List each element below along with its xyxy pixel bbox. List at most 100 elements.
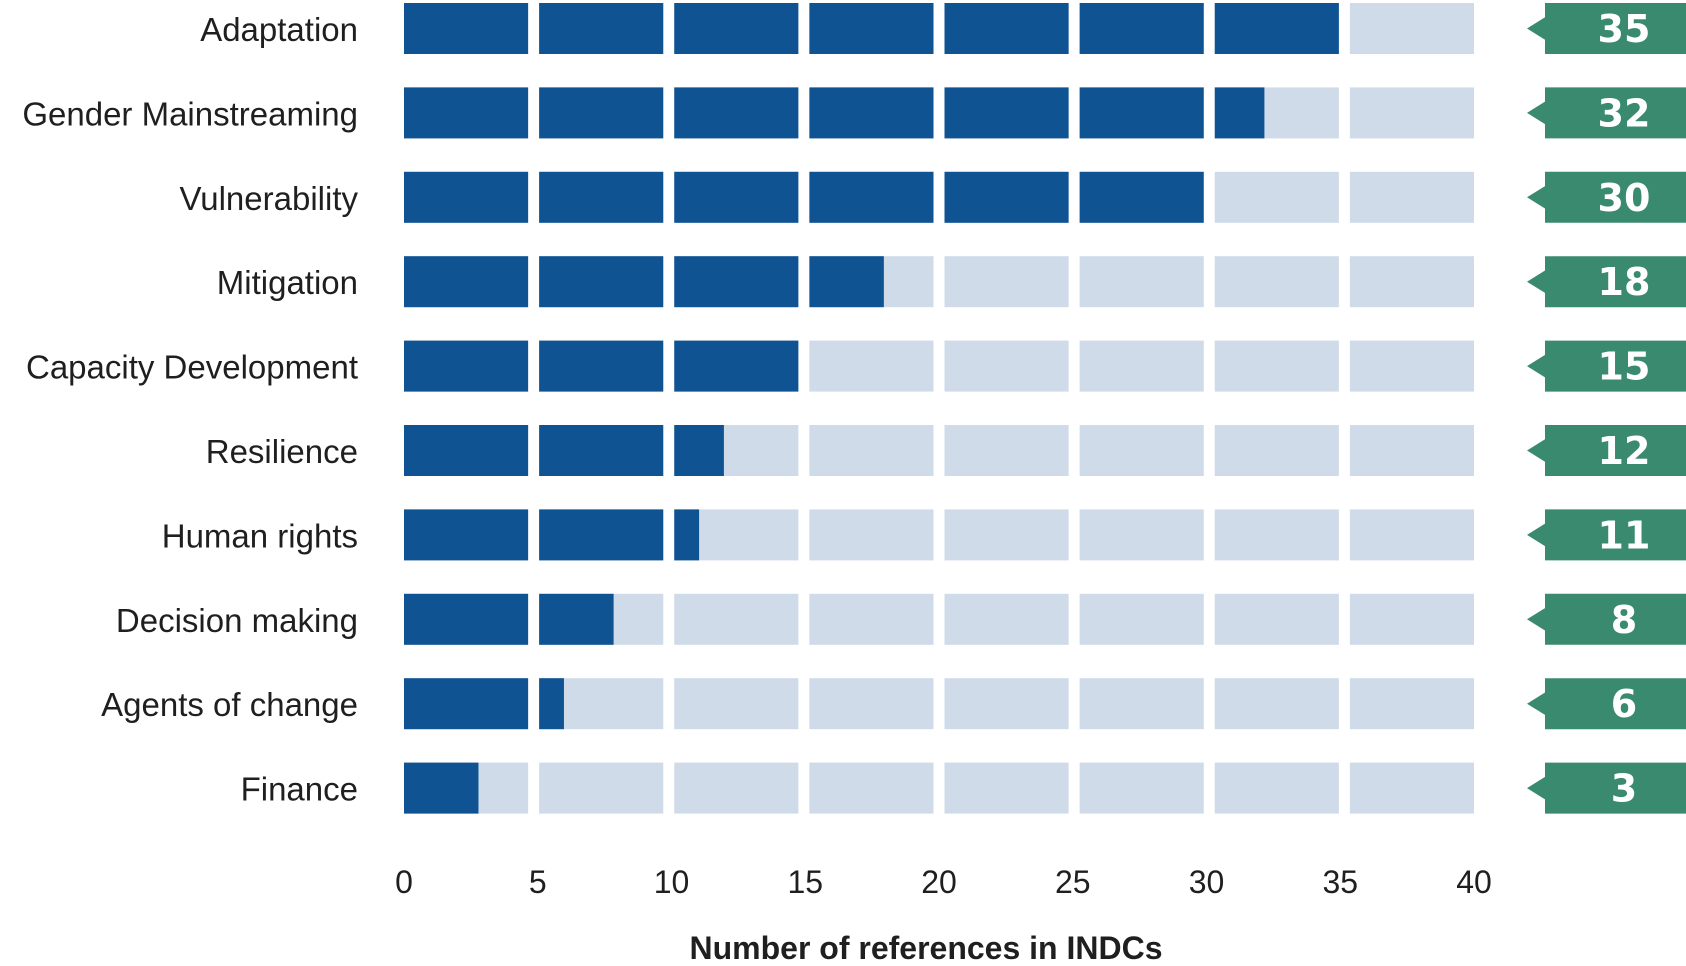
bar [404, 171, 1204, 223]
badge-shape [1527, 340, 1686, 392]
bar-segment [674, 256, 799, 308]
x-tick-label: 5 [529, 864, 547, 900]
bar-segment [404, 593, 529, 645]
x-tick-label: 25 [1055, 864, 1091, 900]
track-segment [1079, 509, 1204, 561]
value-label: 15 [1598, 345, 1651, 389]
bar-segment [944, 3, 1069, 54]
bar-segment [1079, 3, 1204, 54]
value-badge: 32 [1527, 87, 1686, 139]
track-segment [1214, 340, 1339, 392]
track-segment [1349, 678, 1474, 730]
track-segment [1349, 509, 1474, 561]
badge-shape [1527, 762, 1686, 814]
bar-segment [539, 425, 664, 476]
value-badge: 8 [1527, 593, 1686, 645]
badge-shape [1527, 256, 1686, 308]
bar-segment [404, 678, 529, 730]
bar-segment [674, 87, 799, 139]
category-label: Finance [241, 771, 358, 808]
bar [404, 593, 614, 645]
track-segment [1349, 762, 1474, 814]
track-segment [674, 678, 799, 730]
value-badge: 11 [1527, 509, 1686, 561]
bar [404, 256, 884, 308]
track-segment [1079, 425, 1204, 476]
bar-segment [539, 678, 564, 730]
bar-segment [539, 593, 614, 645]
value-label: 11 [1598, 513, 1651, 557]
track-segment [1349, 87, 1474, 139]
badge-shape [1527, 509, 1686, 561]
track-segment [1214, 593, 1339, 645]
bar-segment [1214, 3, 1339, 54]
category-label: Gender Mainstreaming [22, 95, 358, 132]
bar-segment [674, 171, 799, 223]
category-labels: Adaptation Gender Mainstreaming Vulnerabil… [22, 11, 358, 808]
track-segment [944, 425, 1069, 476]
track-segment [809, 762, 934, 814]
track-segment [1079, 340, 1204, 392]
bar [404, 3, 1339, 54]
track-segment [809, 340, 934, 392]
bar-segment [404, 87, 529, 139]
bar-segment [1214, 87, 1265, 139]
value-label: 3 [1611, 767, 1637, 811]
bar-segment [809, 171, 934, 223]
bar-segment [674, 3, 799, 54]
bar-segment [809, 87, 934, 139]
x-tick-label: 10 [654, 864, 690, 900]
track-segment [1079, 593, 1204, 645]
track-segment [1214, 171, 1339, 223]
value-badges: 35 32 30 18 15 12 11 8 6 3 [1527, 3, 1686, 814]
bar-segment [404, 171, 529, 223]
bar [404, 340, 799, 392]
value-label: 8 [1611, 598, 1637, 642]
x-tick-label: 30 [1189, 864, 1225, 900]
track-segment [944, 256, 1069, 308]
value-label: 30 [1598, 176, 1651, 220]
bar-segment [674, 425, 724, 476]
badge-shape [1527, 171, 1686, 223]
category-label: Resilience [206, 433, 358, 470]
value-label: 12 [1598, 429, 1651, 473]
track-segment [809, 425, 934, 476]
bar-segment [944, 171, 1069, 223]
category-label: Capacity Development [26, 349, 358, 386]
track-segment [1349, 425, 1474, 476]
track-segment [944, 340, 1069, 392]
track-segment [1349, 593, 1474, 645]
track-segment [1214, 509, 1339, 561]
bar-segment [404, 425, 529, 476]
track-segment [944, 762, 1069, 814]
category-label: Mitigation [217, 264, 358, 301]
bar-segment [404, 762, 479, 814]
track-segment [809, 678, 934, 730]
bar-segment [674, 509, 700, 561]
track-segment [1079, 678, 1204, 730]
track-segment [674, 593, 799, 645]
x-tick-label: 20 [921, 864, 957, 900]
value-badge: 3 [1527, 762, 1686, 814]
x-tick-label: 40 [1456, 864, 1492, 900]
x-axis-title: Number of references in INDCs [689, 930, 1162, 966]
value-badge: 12 [1527, 425, 1686, 476]
track-segment [944, 593, 1069, 645]
value-badge: 6 [1527, 678, 1686, 730]
bar [404, 509, 700, 561]
bar-segment [1079, 87, 1204, 139]
bar-segment [809, 3, 934, 54]
x-tick-label: 35 [1322, 864, 1358, 900]
value-badge: 18 [1527, 256, 1686, 308]
badge-shape [1527, 87, 1686, 139]
value-badge: 15 [1527, 340, 1686, 392]
bar-segment [674, 340, 799, 392]
value-badge: 30 [1527, 171, 1686, 223]
value-label: 35 [1598, 7, 1651, 51]
bars [404, 3, 1339, 814]
bar-segment [539, 3, 664, 54]
x-tick-label: 0 [395, 864, 413, 900]
value-label: 6 [1611, 682, 1637, 726]
category-label: Vulnerability [179, 180, 358, 217]
